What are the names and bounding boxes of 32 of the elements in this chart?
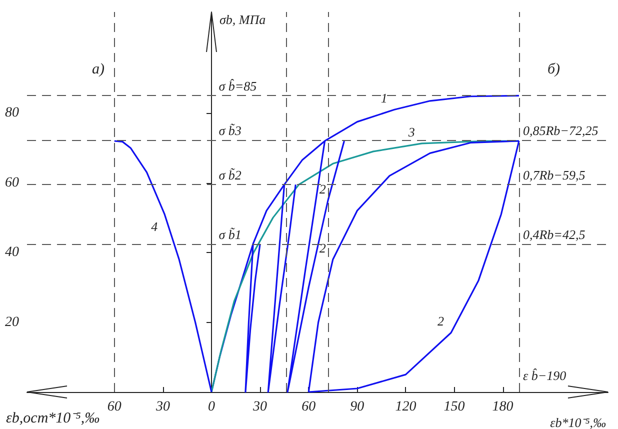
annotation: 2 bbox=[319, 181, 326, 196]
x-tick-label: 60 bbox=[107, 400, 122, 414]
y-tick-label: 80 bbox=[5, 106, 19, 121]
y-tick-label: 60 bbox=[5, 175, 19, 190]
annotation: 2 bbox=[319, 240, 326, 256]
x-tick-label: 30 bbox=[252, 400, 268, 414]
x-axis-title: εb*10⁻⁵,‰ bbox=[550, 415, 606, 429]
annotation: σ b̂=85 bbox=[218, 78, 258, 94]
y-tick-label: 20 bbox=[5, 314, 19, 330]
annotation: σ b̃1 bbox=[218, 226, 242, 242]
annotation: 1 bbox=[380, 90, 388, 106]
x-tick-label: 30 bbox=[154, 400, 170, 414]
annotation: а) bbox=[92, 62, 104, 78]
y-axis-title: σb, МПа bbox=[219, 12, 266, 27]
x-tick-label: 60 bbox=[302, 400, 316, 414]
annotation: 0,85Rb−72,25 bbox=[522, 123, 599, 138]
annotation: 3 bbox=[407, 124, 416, 140]
x-tick-label: 90 bbox=[350, 400, 364, 414]
x-tick-label: 150 bbox=[444, 400, 465, 414]
x-tick-label: 120 bbox=[395, 400, 416, 414]
annotation: 2 bbox=[438, 314, 445, 329]
text: εb,ост*10⁻⁵,‰ bbox=[6, 410, 100, 426]
annotation: 0,4Rb=42,5 bbox=[522, 226, 586, 242]
x-tick-label: 0 bbox=[208, 400, 215, 414]
y-tick-label: 40 bbox=[5, 245, 19, 260]
annotation: 0,7Rb−59,5 bbox=[522, 168, 586, 183]
x-tick-label: 180 bbox=[492, 400, 514, 414]
annotation: σ b̃3 bbox=[218, 123, 242, 138]
annotation: ε b̂−190 bbox=[522, 367, 567, 384]
annotation: 4 bbox=[151, 219, 158, 234]
annotation: σ b̃2 bbox=[218, 168, 242, 183]
annotation: б) bbox=[547, 62, 560, 78]
